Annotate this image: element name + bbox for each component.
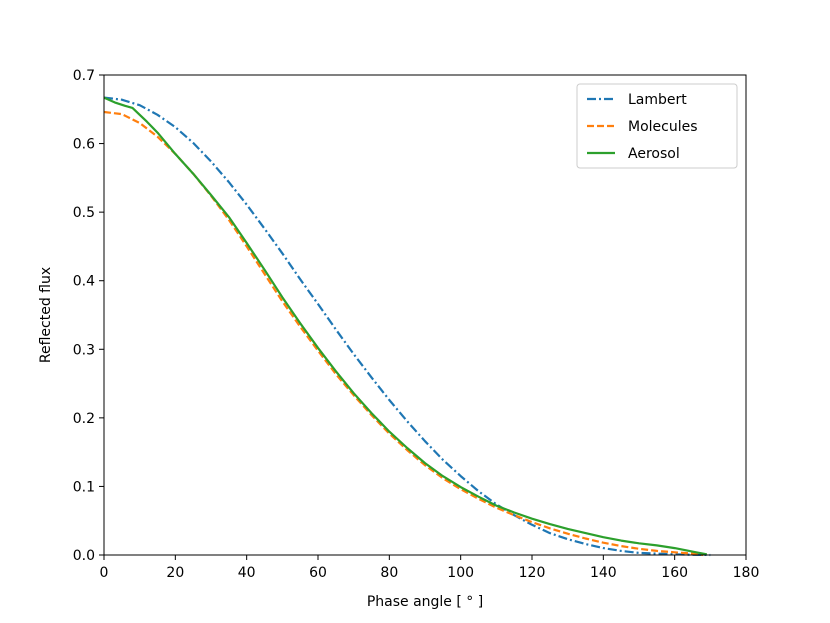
x-tick-label: 0 [100,565,109,581]
legend-label-aerosol: Aerosol [628,146,680,162]
x-axis-label: Phase angle [ ° ] [367,594,483,610]
plot-area [103,96,711,557]
axes-frame [103,74,747,556]
series-line-aerosol [103,96,708,556]
series-line-molecules [103,110,704,557]
x-tick-label: 40 [238,565,256,581]
x-tick-label: 120 [519,565,546,581]
x-tick-label: 100 [447,565,474,581]
y-axis-label: Reflected flux [38,267,54,363]
x-tick-label: 60 [309,565,327,581]
x-tick-label: 180 [733,565,760,581]
legend: Lambert Molecules Aerosol [576,83,738,169]
x-tick-label: 140 [590,565,617,581]
x-tick-label: 80 [380,565,398,581]
legend-label-lambert: Lambert [628,92,687,108]
y-axis: 0.0 0.1 0.2 0.3 0.4 0.5 0.6 0.7 [73,68,104,564]
y-tick-label: 0.5 [73,205,95,221]
x-axis: 0 20 40 60 80 100 120 140 160 180 [100,555,760,581]
y-tick-label: 0.4 [73,274,95,290]
x-tick-label: 160 [661,565,688,581]
legend-box [576,83,738,169]
y-tick-label: 0.3 [73,342,95,358]
y-tick-label: 0.1 [73,479,95,495]
x-tick-label: 20 [166,565,184,581]
y-tick-label: 0.7 [73,68,95,84]
y-tick-label: 0.6 [73,137,95,153]
y-tick-label: 0.2 [73,411,95,427]
legend-label-molecules: Molecules [628,119,698,135]
series-line-lambert [103,96,711,557]
y-tick-label: 0.0 [73,548,95,564]
